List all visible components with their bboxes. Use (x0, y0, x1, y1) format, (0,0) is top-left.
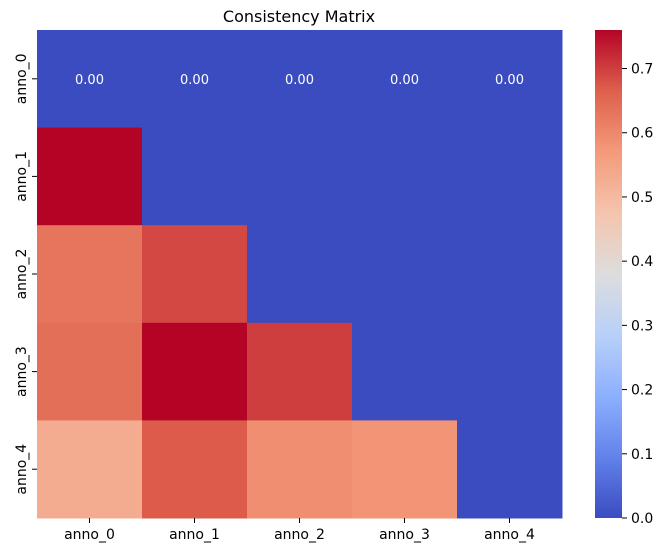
y-tick-label: anno_4 (14, 444, 30, 495)
heatmap-cell-anno_4-anno_4 (457, 420, 563, 519)
colorbar-tick-label: 0.5 (631, 190, 653, 206)
y-tick-label: anno_3 (14, 346, 30, 397)
colorbar-tick-label: 0.1 (631, 447, 653, 463)
heatmap-cell-anno_3-anno_3 (352, 322, 458, 421)
heatmap-cell-anno_0-anno_2 (247, 30, 353, 129)
heatmap-cell-anno_1-anno_4 (457, 127, 563, 226)
colorbar-tick-label: 0.4 (631, 254, 653, 270)
cell-annotation: 0.00 (75, 73, 104, 88)
heatmap-cell-anno_4-anno_3 (352, 420, 458, 519)
cell-annotation: 0.00 (285, 73, 314, 88)
colorbar-tick-label: 0.2 (631, 383, 653, 399)
cell-annotation: 0.00 (180, 73, 209, 88)
x-tick-label: anno_4 (484, 527, 535, 543)
colorbar: 0.0 0.1 0.2 0.3 0.4 0.5 0.6 0.7 (595, 30, 653, 527)
cell-annotations: 0.00 0.00 0.00 0.00 0.00 (75, 73, 524, 88)
y-tick-label: anno_0 (14, 53, 30, 104)
x-tick-label: anno_3 (379, 527, 430, 543)
x-axis: anno_0 anno_1 anno_2 anno_3 anno_4 (64, 518, 535, 543)
heatmap-cell-anno_3-anno_2 (247, 322, 353, 421)
heatmap-cell-anno_4-anno_0 (37, 420, 143, 519)
y-axis: anno_0 anno_1 anno_2 anno_3 anno_4 (14, 53, 37, 495)
heatmap-cell-anno_0-anno_4 (457, 30, 563, 129)
chart-title: Consistency Matrix (223, 7, 375, 26)
heatmap-cell-anno_0-anno_1 (142, 30, 248, 129)
heatmap-cell-anno_2-anno_4 (457, 225, 563, 324)
heatmap-cell-anno_1-anno_2 (247, 127, 353, 226)
heatmap-cells (37, 30, 563, 519)
cell-annotation: 0.00 (495, 73, 524, 88)
heatmap-cell-anno_2-anno_1 (142, 225, 248, 324)
heatmap-cell-anno_3-anno_4 (457, 322, 563, 421)
colorbar-tick-label: 0.6 (631, 126, 653, 142)
heatmap-cell-anno_2-anno_3 (352, 225, 458, 324)
colorbar-gradient (595, 30, 622, 518)
heatmap-cell-anno_3-anno_1 (142, 322, 248, 421)
heatmap-cell-anno_1-anno_3 (352, 127, 458, 226)
x-tick-label: anno_1 (169, 527, 220, 543)
y-tick-label: anno_2 (14, 249, 30, 300)
x-tick-label: anno_2 (274, 527, 325, 543)
y-tick-label: anno_1 (14, 151, 30, 202)
x-tick-label: anno_0 (64, 527, 115, 543)
colorbar-tick-label: 0.3 (631, 318, 653, 334)
heatmap-cell-anno_0-anno_0 (37, 30, 143, 129)
heatmap-cell-anno_4-anno_1 (142, 420, 248, 519)
cell-annotation: 0.00 (390, 73, 419, 88)
heatmap-cell-anno_1-anno_0 (37, 127, 143, 226)
heatmap-cell-anno_4-anno_2 (247, 420, 353, 519)
heatmap-cell-anno_1-anno_1 (142, 127, 248, 226)
heatmap-cell-anno_3-anno_0 (37, 322, 143, 421)
colorbar-tick-label: 0.0 (631, 511, 653, 527)
colorbar-tick-label: 0.7 (631, 62, 653, 78)
heatmap-cell-anno_2-anno_0 (37, 225, 143, 324)
heatmap-cell-anno_0-anno_3 (352, 30, 458, 129)
heatmap-cell-anno_2-anno_2 (247, 225, 353, 324)
